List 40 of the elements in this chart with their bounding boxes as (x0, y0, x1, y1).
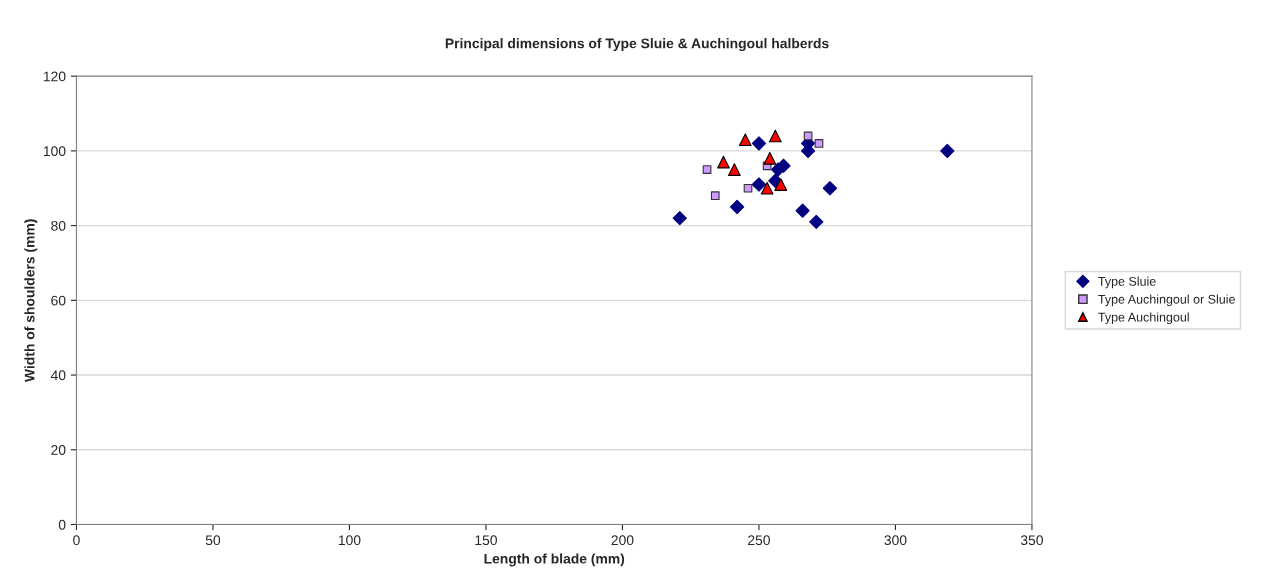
point (751, 136, 767, 151)
x-tick-label: 300 (884, 535, 907, 546)
x-tick-label: 100 (338, 535, 361, 546)
point (760, 181, 774, 195)
point (809, 214, 824, 230)
y-tick-label: 40 (50, 370, 66, 381)
point (940, 143, 955, 159)
point (743, 183, 753, 193)
point (729, 199, 745, 215)
point (768, 129, 782, 143)
x-tick-label: 350 (1020, 535, 1043, 546)
y-tick-label: 20 (51, 445, 66, 455)
point (751, 177, 767, 192)
x-tick-label: 50 (205, 535, 221, 546)
legend-label: Type Sluie (1098, 276, 1156, 289)
x-tick-label: 150 (475, 535, 497, 546)
point (795, 203, 810, 218)
point (710, 191, 720, 201)
chart-title: Principal dimensions of Type Sluie & Auchingoul halberds (445, 38, 829, 52)
point (728, 163, 741, 176)
x-tick-label: 0 (73, 535, 80, 546)
y-tick-label: 60 (51, 295, 66, 306)
y-tick-label: 100 (43, 146, 66, 157)
x-tick-label: 200 (611, 535, 634, 546)
legend-label: Type Auchingoul or Sluie (1098, 294, 1235, 307)
point (717, 155, 730, 169)
point (738, 133, 752, 147)
y-tick-label: 0 (58, 519, 66, 530)
x-axis-title: Length of blade (mm) (484, 553, 625, 567)
point (774, 178, 788, 191)
point (672, 210, 687, 226)
legend-label: Type Auchingoul (1098, 312, 1189, 325)
y-axis-title: Width of shoulders (mm) (24, 219, 38, 383)
point (822, 181, 838, 196)
x-tick-label: 250 (748, 535, 770, 546)
point (763, 152, 777, 165)
point (814, 139, 824, 148)
y-tick-label: 80 (51, 220, 66, 231)
point (702, 165, 712, 174)
y-tick-label: 120 (43, 71, 66, 82)
